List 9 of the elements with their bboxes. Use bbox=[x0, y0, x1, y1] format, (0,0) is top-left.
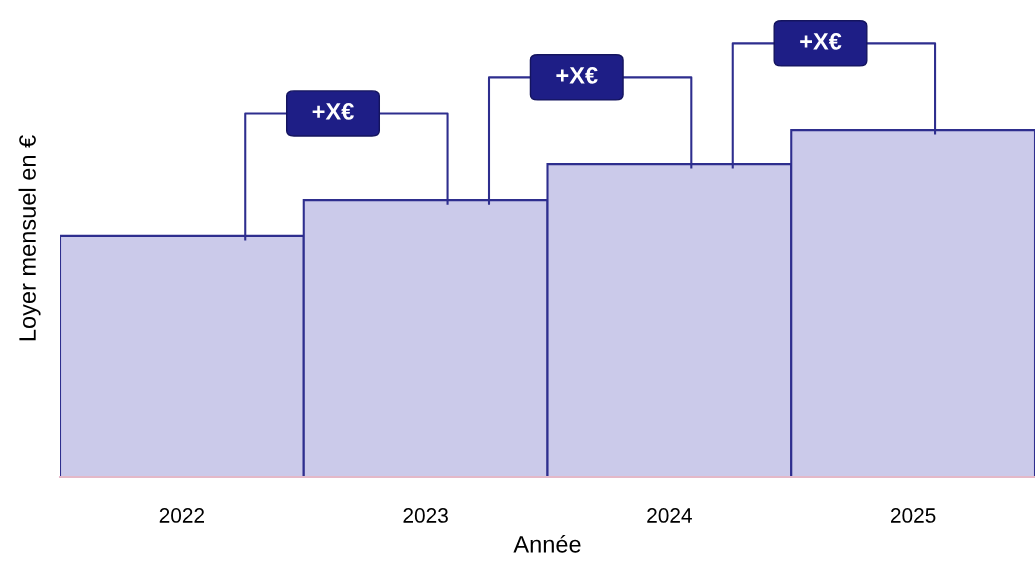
text: +X€ bbox=[312, 103, 354, 120]
x-tick-label: 2025 bbox=[891, 508, 936, 523]
text: +X€ bbox=[800, 32, 842, 50]
x-tick-label: 2023 bbox=[403, 508, 448, 523]
y-axis-title: Loyer mensuel en € bbox=[18, 135, 41, 341]
x-axis-title: Année bbox=[513, 535, 581, 553]
x-tick-label: 2022 bbox=[159, 508, 204, 523]
x-tick-label: 2024 bbox=[647, 508, 692, 523]
text: +X€ bbox=[556, 66, 598, 84]
